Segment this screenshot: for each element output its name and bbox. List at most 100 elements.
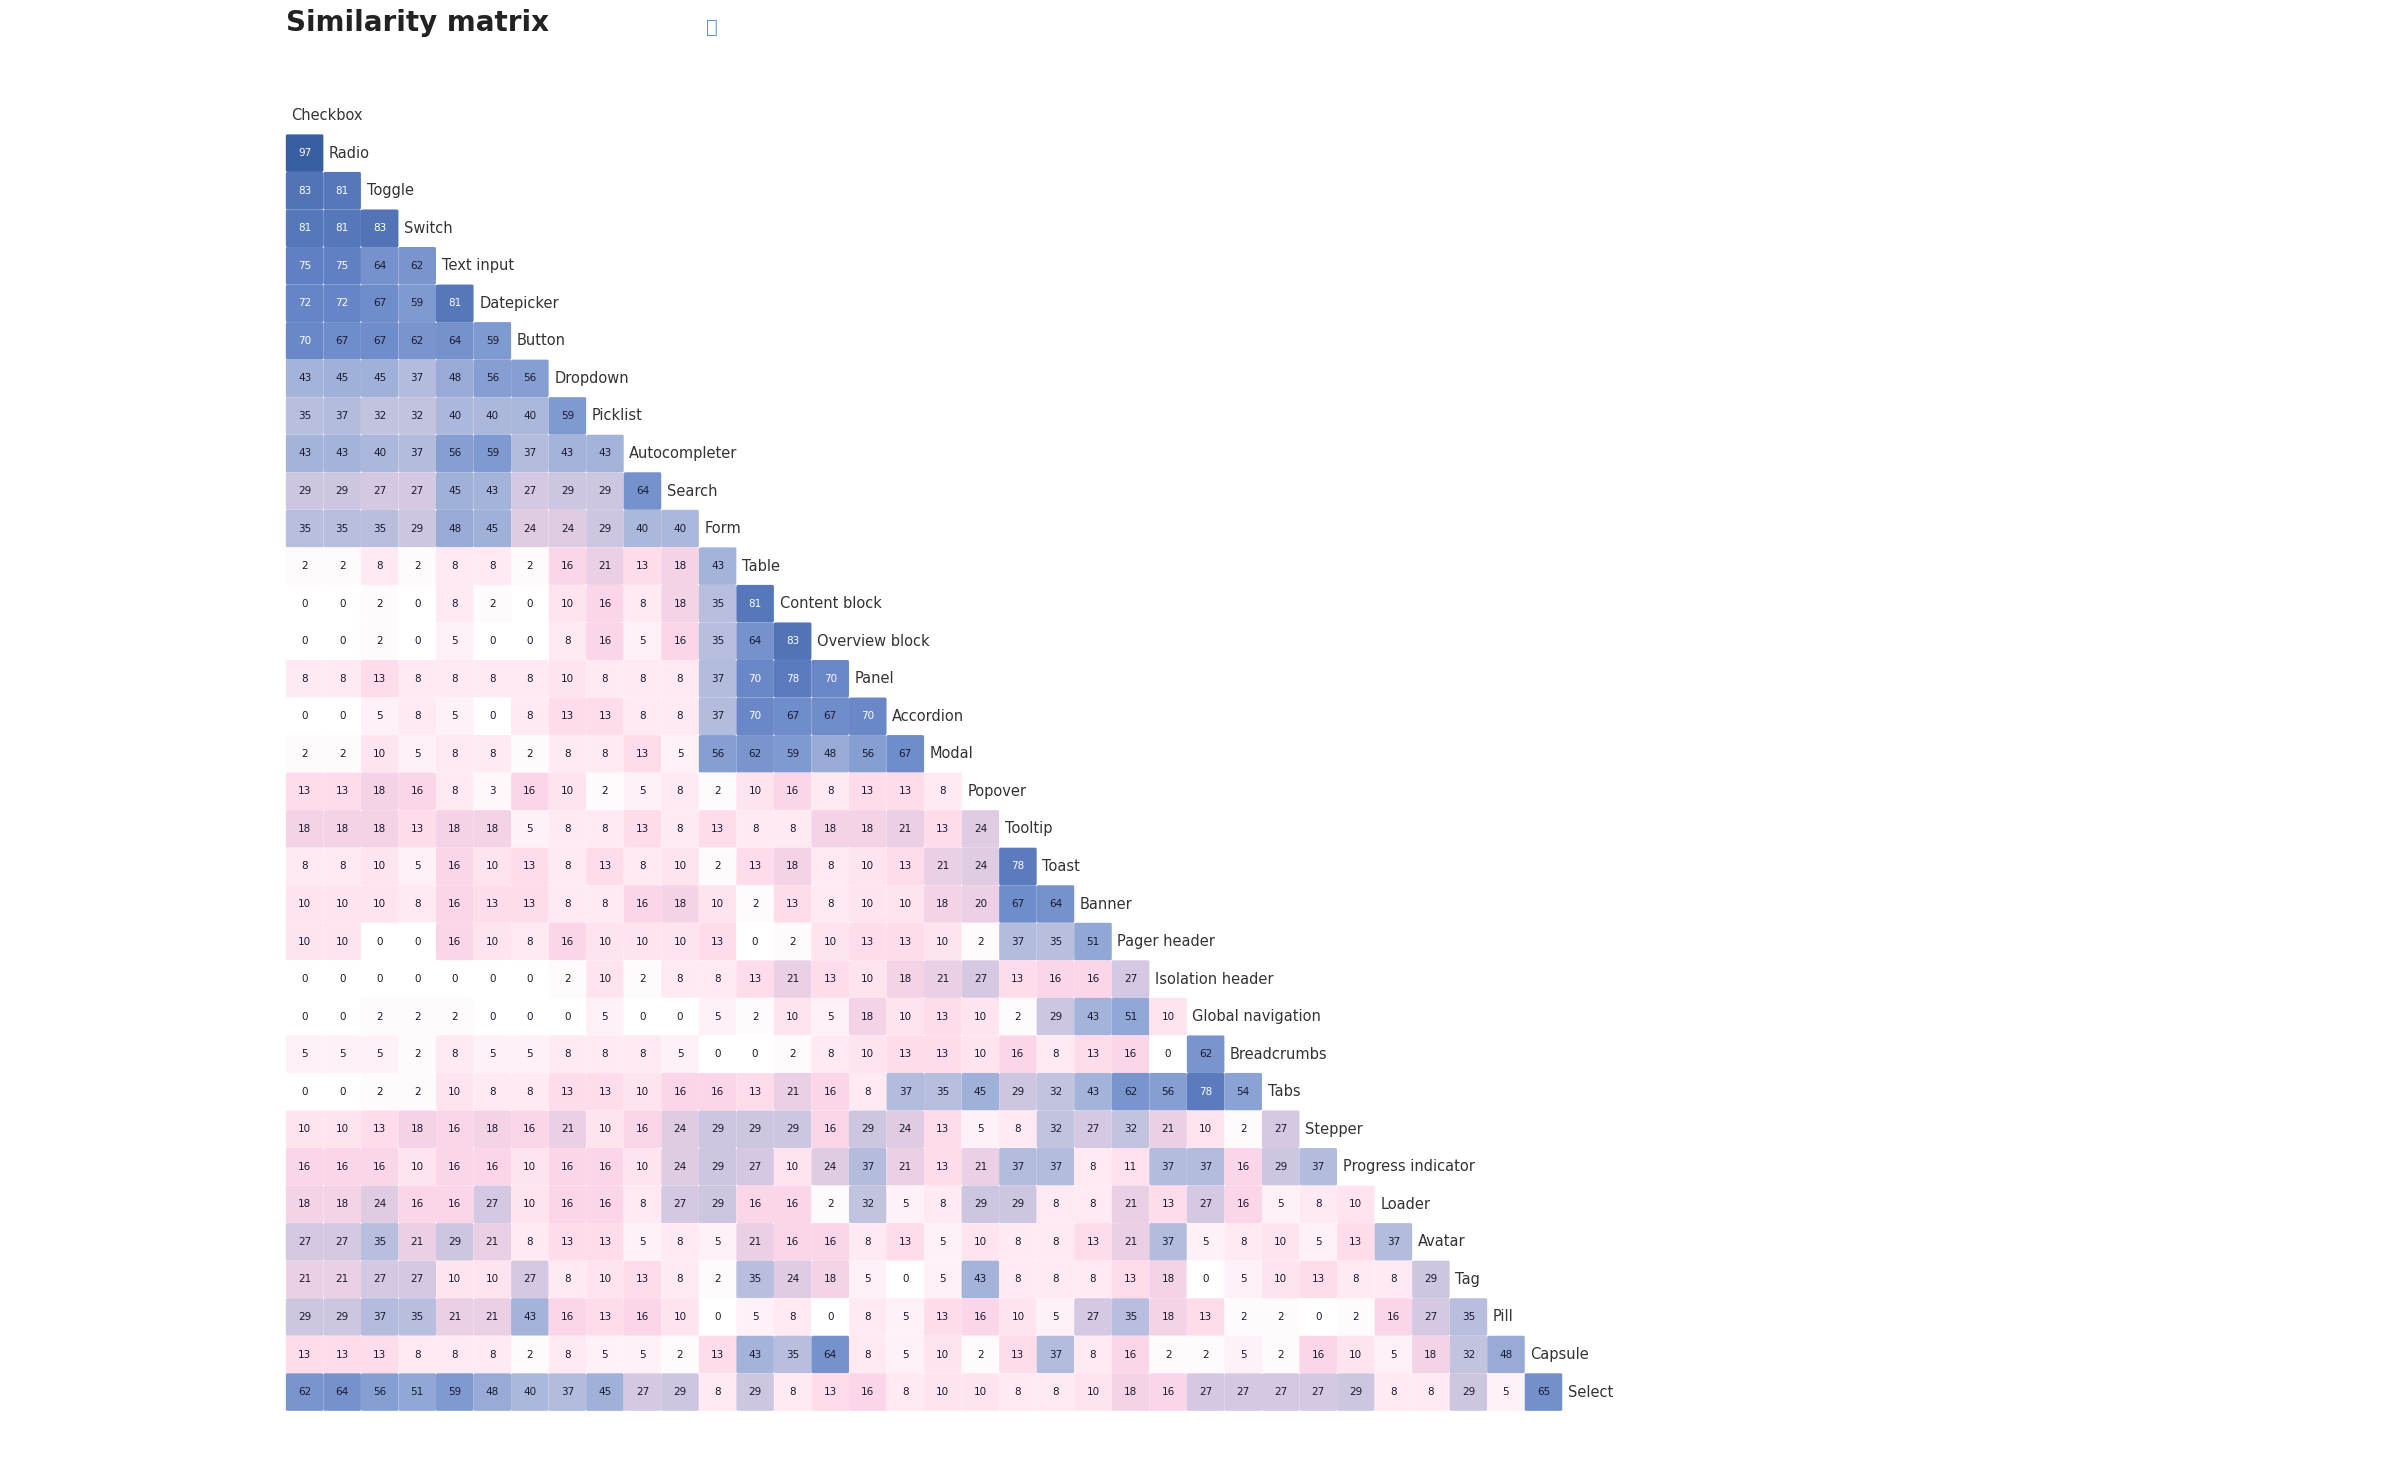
FancyBboxPatch shape <box>811 960 850 998</box>
FancyBboxPatch shape <box>473 1036 511 1072</box>
FancyBboxPatch shape <box>811 1374 850 1410</box>
FancyBboxPatch shape <box>662 622 698 660</box>
Text: 8: 8 <box>1051 1200 1058 1210</box>
Text: 8: 8 <box>451 674 458 683</box>
Text: 37: 37 <box>1010 1162 1025 1172</box>
Text: 5: 5 <box>1390 1349 1397 1359</box>
Text: 8: 8 <box>602 898 607 909</box>
Text: 10: 10 <box>598 1274 612 1285</box>
Text: 62: 62 <box>749 749 761 759</box>
FancyBboxPatch shape <box>662 1336 698 1374</box>
FancyBboxPatch shape <box>737 698 773 734</box>
Text: 27: 27 <box>1087 1312 1099 1323</box>
Text: 75: 75 <box>336 260 348 271</box>
FancyBboxPatch shape <box>962 1036 998 1072</box>
Text: Progress indicator: Progress indicator <box>1342 1159 1474 1175</box>
FancyBboxPatch shape <box>886 998 924 1036</box>
Text: 10: 10 <box>1274 1236 1286 1246</box>
FancyBboxPatch shape <box>662 847 698 885</box>
FancyBboxPatch shape <box>1337 1261 1375 1298</box>
Text: 10: 10 <box>336 1124 348 1134</box>
Text: 37: 37 <box>1162 1162 1174 1172</box>
Text: 2: 2 <box>1277 1349 1284 1359</box>
Text: 5: 5 <box>302 1049 307 1059</box>
FancyBboxPatch shape <box>737 1298 773 1336</box>
FancyBboxPatch shape <box>924 1185 962 1223</box>
FancyBboxPatch shape <box>324 698 360 734</box>
FancyBboxPatch shape <box>998 1072 1037 1110</box>
FancyBboxPatch shape <box>662 998 698 1036</box>
FancyBboxPatch shape <box>924 885 962 923</box>
Text: 16: 16 <box>636 898 648 909</box>
Text: 8: 8 <box>828 862 833 872</box>
Text: 27: 27 <box>372 486 386 496</box>
FancyBboxPatch shape <box>737 1110 773 1148</box>
FancyBboxPatch shape <box>1075 923 1111 960</box>
Text: 13: 13 <box>298 1349 312 1359</box>
Text: 10: 10 <box>936 936 950 947</box>
FancyBboxPatch shape <box>286 1185 324 1223</box>
FancyBboxPatch shape <box>550 396 586 435</box>
Text: 8: 8 <box>828 787 833 796</box>
Text: 8: 8 <box>1090 1162 1097 1172</box>
FancyBboxPatch shape <box>1224 1110 1262 1148</box>
Text: Toast: Toast <box>1042 859 1080 873</box>
FancyBboxPatch shape <box>1150 998 1188 1036</box>
Text: 27: 27 <box>523 1274 538 1285</box>
Text: 59: 59 <box>485 336 499 345</box>
Text: 0: 0 <box>413 936 420 947</box>
Text: 37: 37 <box>710 674 725 683</box>
Text: 2: 2 <box>413 1087 420 1097</box>
Text: 29: 29 <box>336 1312 348 1323</box>
Text: 16: 16 <box>1049 974 1063 985</box>
FancyBboxPatch shape <box>286 247 324 284</box>
FancyBboxPatch shape <box>398 923 437 960</box>
Text: 10: 10 <box>598 1124 612 1134</box>
FancyBboxPatch shape <box>698 1336 737 1374</box>
FancyBboxPatch shape <box>1150 1374 1188 1410</box>
Text: 0: 0 <box>1164 1049 1171 1059</box>
FancyBboxPatch shape <box>473 1261 511 1298</box>
Text: 0: 0 <box>526 636 533 647</box>
FancyBboxPatch shape <box>398 1374 437 1410</box>
FancyBboxPatch shape <box>1037 923 1075 960</box>
FancyBboxPatch shape <box>1150 1072 1188 1110</box>
Text: 8: 8 <box>451 749 458 759</box>
Text: 29: 29 <box>710 1200 725 1210</box>
FancyBboxPatch shape <box>437 1148 473 1185</box>
Text: 37: 37 <box>410 449 425 458</box>
Text: 35: 35 <box>336 524 348 534</box>
FancyBboxPatch shape <box>1037 1072 1075 1110</box>
Text: 51: 51 <box>1123 1011 1138 1021</box>
Text: 27: 27 <box>1274 1387 1286 1397</box>
Text: 56: 56 <box>862 749 874 759</box>
Text: 13: 13 <box>1200 1312 1212 1323</box>
FancyBboxPatch shape <box>550 772 586 811</box>
FancyBboxPatch shape <box>811 1110 850 1148</box>
Text: 29: 29 <box>598 524 612 534</box>
Text: 16: 16 <box>749 1200 761 1210</box>
Text: 5: 5 <box>1202 1236 1210 1246</box>
FancyBboxPatch shape <box>924 811 962 847</box>
FancyBboxPatch shape <box>324 622 360 660</box>
Text: 29: 29 <box>1349 1387 1363 1397</box>
FancyBboxPatch shape <box>737 1336 773 1374</box>
FancyBboxPatch shape <box>737 885 773 923</box>
FancyBboxPatch shape <box>360 923 398 960</box>
Text: 2: 2 <box>977 936 984 947</box>
Text: 0: 0 <box>338 598 346 609</box>
FancyBboxPatch shape <box>1411 1298 1450 1336</box>
FancyBboxPatch shape <box>662 772 698 811</box>
FancyBboxPatch shape <box>586 998 624 1036</box>
FancyBboxPatch shape <box>586 811 624 847</box>
FancyBboxPatch shape <box>360 960 398 998</box>
Text: 8: 8 <box>602 1049 607 1059</box>
FancyBboxPatch shape <box>550 435 586 473</box>
Text: 13: 13 <box>523 862 538 872</box>
Text: 8: 8 <box>828 898 833 909</box>
Text: 0: 0 <box>338 1011 346 1021</box>
FancyBboxPatch shape <box>1111 1185 1150 1223</box>
Text: 37: 37 <box>336 411 348 421</box>
Text: 27: 27 <box>1423 1312 1438 1323</box>
Text: 16: 16 <box>449 1200 461 1210</box>
